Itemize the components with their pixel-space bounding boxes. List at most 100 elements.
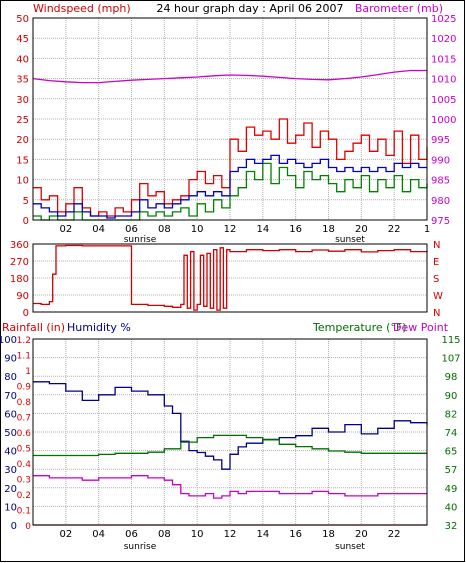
rain-tick-label: 0.8 [17,398,32,408]
lower-x-tick-label: 08 [158,529,171,540]
dewpoint-line [33,475,427,499]
compass-tick-label: E [433,257,439,268]
barometer-tick-label: 980 [431,196,450,207]
lower-x-tick-label: 18 [322,529,335,540]
lower-x-tick-label: 04 [92,529,105,540]
wind-x-tick-label: 12 [224,224,237,235]
lower-x-tick-label: 10 [191,529,204,540]
temperature-tick-label: 107 [441,354,460,365]
barometer-tick-label: 1000 [431,115,456,126]
humidity-tick-label: 10 [4,502,17,513]
windspeed-axis-label: Windspeed (mph) [33,2,131,15]
graph-title: 24 hour graph day : April 06 2007 [157,2,344,15]
rain-tick-label: 0.1 [17,507,31,517]
direction-tick-label: 360 [10,240,29,251]
barometer-tick-label: 975 [431,216,450,227]
lower-x-tick-label: 12 [224,529,237,540]
wind-tick-label: 30 [16,95,29,106]
rain-tick-label: 1.2 [17,336,31,346]
avg-wind-line [33,154,427,219]
wind-tick-label: 5 [23,196,29,207]
lower-x-tick-label: 06 [125,529,138,540]
barometer-tick-label: 1005 [431,95,456,106]
rain-tick-label: 0.3 [17,476,31,486]
wind-tick-label: 15 [16,155,29,166]
temperature-line [33,434,427,457]
wind-x-tick-label: 16 [289,224,302,235]
direction-tick-label: 90 [16,291,29,302]
humidity-line [33,381,428,470]
dewpoint-axis-label: Dew Point [393,321,449,334]
wind-x-tick-label: 20 [355,224,368,235]
humidity-tick-label: 70 [4,391,17,402]
temperature-tick-label: 115 [441,335,460,346]
temperature-tick-label: 82 [445,409,458,420]
barometer-tick-label: 985 [431,176,450,187]
wind-x-tick-label: 06 [125,224,138,235]
direction-tick-label: 0 [23,308,29,319]
wind-tick-label: 20 [16,135,29,146]
humidity-tick-label: 90 [4,354,17,365]
temperature-tick-label: 98 [445,372,458,383]
sunrise-marker: sunrise [124,235,157,245]
wind-x-end-tick-label: 1 [424,224,430,235]
wind-x-tick-label: 08 [158,224,171,235]
barometer-tick-label: 1010 [431,75,456,86]
temperature-tick-label: 57 [445,465,458,476]
wind-tick-label: 25 [16,115,29,126]
barometer-tick-label: 1020 [431,34,456,45]
humidity-tick-label: 80 [4,372,17,383]
rain-tick-label: 0.4 [17,460,32,470]
wind-x-tick-label: 18 [322,224,335,235]
humidity-axis-label: Humidity % [67,321,131,334]
humidity-tick-label: 60 [4,409,17,420]
humidity-tick-label: 100 [0,335,17,346]
humidity-tick-label: 0 [11,521,17,532]
sunrise-marker-lower: sunrise [124,542,157,552]
wind-tick-label: 0 [23,216,29,227]
rain-tick-label: 0.9 [17,383,32,393]
wind-tick-label: 40 [16,54,29,65]
rain-tick-label: 1 [25,367,31,377]
compass-tick-label: S [433,274,439,285]
wind-tick-label: 35 [16,75,29,86]
temperature-axis-label: Temperature (°F) [312,321,407,334]
humidity-tick-label: 30 [4,465,17,476]
barometer-line [32,69,427,84]
temperature-tick-label: 32 [445,521,458,532]
rain-tick-label: 0.6 [17,429,32,439]
lower-x-tick-label: 16 [289,529,302,540]
sunset-marker: sunset [335,235,365,245]
rain-tick-label: 0.2 [17,491,31,501]
temperature-tick-label: 74 [445,428,458,439]
lower-x-tick-label: 20 [355,529,368,540]
compass-tick-label: N [433,308,440,319]
temperature-tick-label: 90 [445,391,458,402]
direction-tick-label: 180 [10,274,29,285]
wind-x-tick-label: 04 [92,224,105,235]
rain-tick-label: 0.5 [17,445,31,455]
temperature-tick-label: 40 [445,502,458,513]
humidity-panel-frame [32,338,428,526]
temperature-tick-label: 49 [445,484,458,495]
rain-tick-label: 0 [25,522,31,532]
barometer-axis-label: Barometer (mb) [355,2,443,15]
barometer-tick-label: 990 [431,155,450,166]
barometer-tick-label: 1025 [431,14,456,25]
humidity-tick-label: 50 [4,428,17,439]
humidity-tick-label: 40 [4,447,17,458]
wind-x-tick-label: 14 [256,224,269,235]
lower-x-tick-label: 02 [59,529,72,540]
wind-tick-label: 10 [16,176,29,187]
wind-tick-label: 50 [16,14,29,25]
compass-tick-label: N [433,240,440,251]
direction-panel-frame [32,243,428,313]
gust-line [33,118,428,217]
wind-x-tick-label: 10 [191,224,204,235]
lower-x-tick-label: 22 [388,529,401,540]
compass-tick-label: W [433,291,443,302]
wind-x-tick-label: 02 [59,224,72,235]
wind-x-tick-label: 22 [388,224,401,235]
